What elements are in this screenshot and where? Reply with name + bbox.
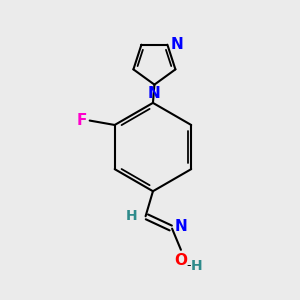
Text: -: - — [187, 259, 191, 272]
Text: N: N — [148, 86, 161, 101]
Text: N: N — [175, 219, 188, 234]
Text: H: H — [126, 209, 137, 223]
Text: O: O — [174, 253, 188, 268]
Text: F: F — [77, 113, 87, 128]
Text: N: N — [171, 37, 184, 52]
Text: H: H — [191, 259, 203, 273]
